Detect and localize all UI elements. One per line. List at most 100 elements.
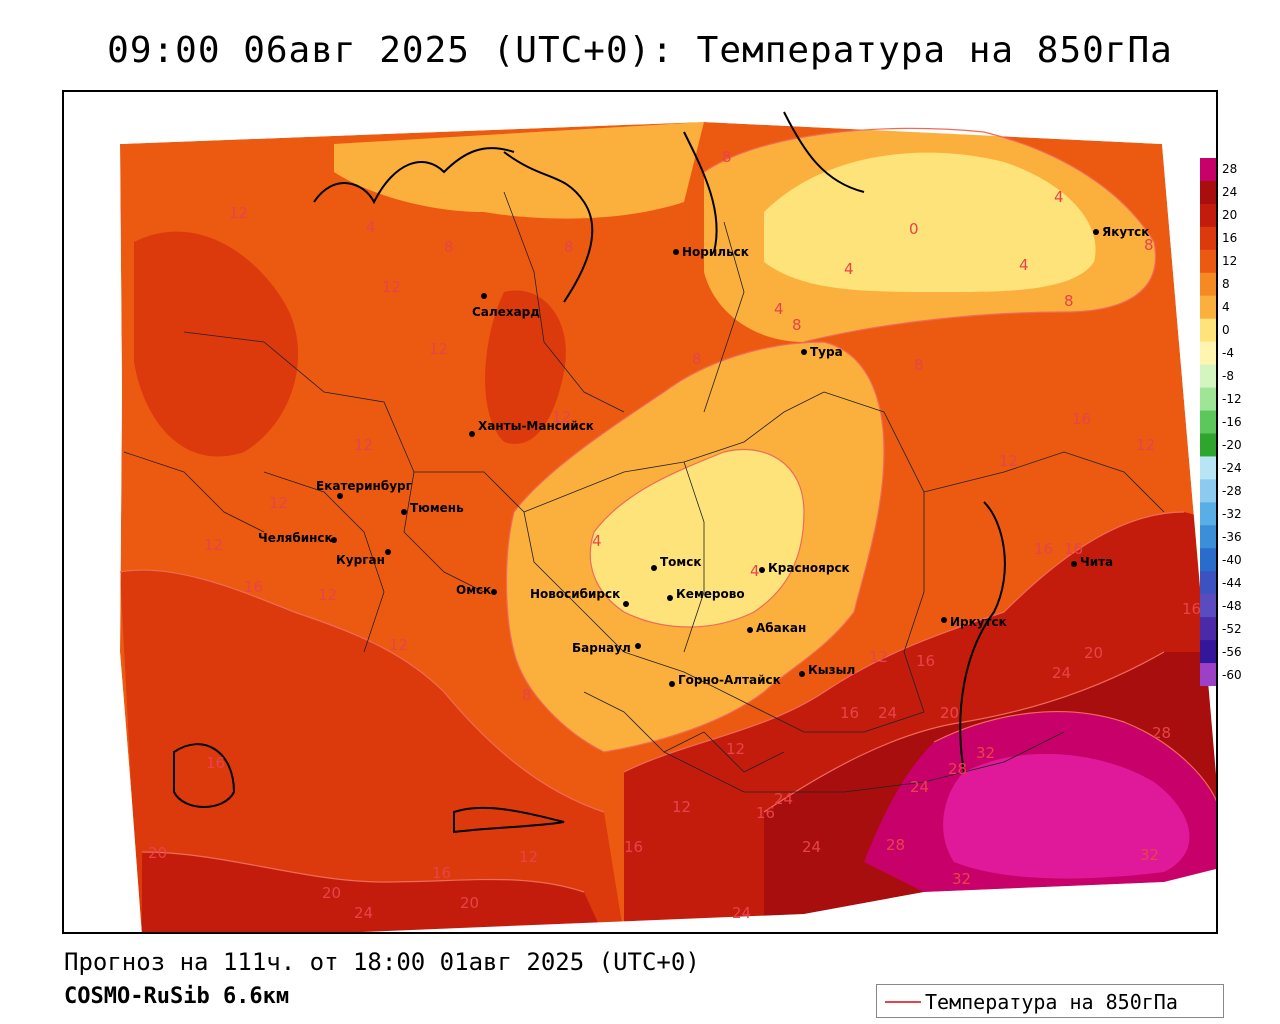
city-dot: [799, 671, 805, 677]
colorbar-segment: [1200, 226, 1216, 251]
contour-label: 12: [1136, 436, 1155, 454]
contour-label: 8: [1144, 236, 1154, 254]
city-label: Екатеринбург: [316, 479, 412, 493]
contour-label: 8: [522, 686, 532, 704]
city-dot: [801, 349, 807, 355]
colorbar-tick-label: -56: [1222, 644, 1242, 659]
outside-domain-west: [64, 92, 142, 932]
warm-patch-nw: [134, 231, 299, 457]
admin-borders: [123, 191, 1165, 793]
contour-label: 16: [756, 804, 775, 822]
colorbar-segment: [1200, 295, 1216, 320]
city-dot: [491, 589, 497, 595]
contour-label: 8: [1064, 292, 1074, 310]
colorbar-tick-label: -24: [1222, 460, 1242, 475]
map-canvas: 12 4 8 8 8 4 0 4 4 8 12 8 4 8 8 12 12 12…: [64, 92, 1216, 932]
contour-label: 8: [792, 316, 802, 334]
forecast-info: Прогноз на 111ч. от 18:00 01авг 2025 (UT…: [64, 948, 700, 976]
city-label: Красноярск: [768, 561, 850, 575]
colorbar-tick-label: -28: [1222, 483, 1242, 498]
forecast-map[interactable]: 12 4 8 8 8 4 0 4 4 8 12 8 4 8 8 12 12 12…: [62, 90, 1218, 934]
city-dot: [623, 601, 629, 607]
contour-label: 4: [774, 300, 784, 318]
warm-region-west: [120, 570, 624, 932]
city-dot: [481, 293, 487, 299]
contour-label: 12: [354, 436, 373, 454]
city-dot: [673, 249, 679, 255]
contour-label: 32: [952, 870, 971, 888]
contour-label: 4: [750, 562, 760, 580]
colorbar-tick-label: -16: [1222, 415, 1242, 429]
colorbar-tick-label: -40: [1222, 552, 1242, 567]
colorbar-segment: [1200, 341, 1216, 366]
cool-region-north: [334, 122, 704, 219]
contour-label: 8: [444, 238, 454, 256]
colorbar-segment: [1200, 525, 1216, 549]
colorbar-segment: [1200, 617, 1216, 641]
cool-region-northeast-inner: [764, 152, 1096, 292]
colorbar-tick-label: -32: [1222, 506, 1242, 521]
city-label: Чита: [1080, 555, 1113, 569]
city-dot: [651, 565, 657, 571]
cool-region-central-inner: [590, 449, 804, 627]
contour-label: 24: [774, 790, 793, 808]
contour-label: 16: [1072, 410, 1091, 428]
city-label: Омск: [456, 583, 491, 597]
contour-label: 16: [1064, 540, 1083, 558]
colorbar-segment: [1200, 456, 1216, 480]
contour-label: 12: [672, 798, 691, 816]
city-dot: [331, 537, 337, 543]
contour-label: 12: [269, 494, 288, 512]
city-label: Кызыл: [808, 663, 855, 677]
city-label: Иркутск: [950, 615, 1007, 629]
contour-labels: 12 4 8 8 8 4 0 4 4 8 12 8 4 8 8 12 12 12…: [148, 148, 1201, 922]
colorbar-tick-label: -48: [1222, 598, 1242, 613]
contour-label: 20: [940, 704, 959, 722]
contour-label: 12: [999, 452, 1018, 470]
contour-label: 24: [1052, 664, 1071, 682]
colorbar-segment: [1200, 387, 1216, 412]
colorbar-tick-label: 12: [1222, 254, 1238, 269]
contour-label: 4: [1019, 256, 1029, 274]
colorbar-tick-label: -8: [1222, 369, 1234, 384]
contour-label: 32: [1140, 846, 1159, 864]
city-label: Абакан: [756, 621, 806, 635]
contour-label: 16: [206, 754, 225, 772]
city-dot: [669, 681, 675, 687]
colorbar-segment: [1200, 318, 1216, 343]
legend: Температура на 850гПа: [876, 984, 1224, 1018]
contour-label: 16: [624, 838, 643, 856]
colorbar-segment: [1200, 203, 1216, 228]
warm-patch-ural: [485, 290, 566, 444]
city-dot: [667, 595, 673, 601]
contour-label: 20: [460, 894, 479, 912]
contour-label: 8: [722, 148, 732, 166]
city-dot: [385, 549, 391, 555]
isotherm-lines: [119, 127, 1216, 893]
city-label: Норильск: [682, 245, 749, 259]
city-label: Горно-Алтайск: [678, 673, 781, 687]
colorbar-segment: [1200, 640, 1216, 664]
city-dot: [759, 567, 765, 573]
contour-label: 16: [916, 652, 935, 670]
city-label: Курган: [336, 553, 385, 567]
contour-label: 20: [322, 884, 341, 902]
contour-label: 28: [1152, 724, 1171, 742]
map-title: 09:00 06авг 2025 (UTC+0): Температура на…: [107, 30, 1173, 71]
contour-label: 12: [552, 408, 571, 426]
contour-label: 28: [886, 836, 905, 854]
temperature-colorbar: [1200, 158, 1216, 686]
colorbar-segment: [1200, 502, 1216, 526]
contour-label: 24: [910, 778, 929, 796]
contour-label: 12: [726, 740, 745, 758]
colorbar-tick-label: 0: [1222, 323, 1230, 338]
colorbar-tick-label: 4: [1222, 300, 1230, 315]
city-dot: [401, 509, 407, 515]
city-dot: [469, 431, 475, 437]
contour-label: 32: [976, 744, 995, 762]
contour-label: 12: [389, 636, 408, 654]
contour-label: 12: [429, 340, 448, 358]
hot-region-southwest: [142, 852, 603, 932]
colorbar-segment: [1200, 410, 1216, 434]
legend-label: Температура на 850гПа: [925, 990, 1178, 1014]
